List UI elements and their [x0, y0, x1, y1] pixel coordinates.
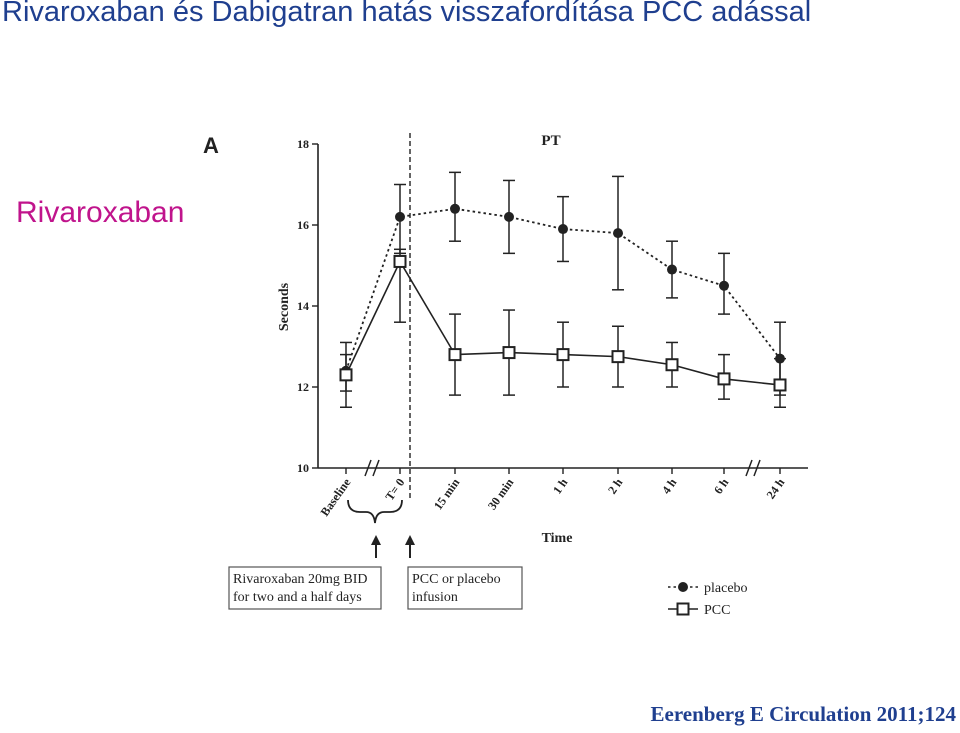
data-point-pcc — [448, 348, 462, 362]
series-line-placebo — [345, 207, 781, 372]
data-point-pcc — [717, 372, 731, 386]
y-tick-label: 18 — [297, 137, 309, 151]
legend-label-placebo: placebo — [704, 581, 748, 596]
data-point-placebo — [395, 211, 405, 222]
y-tick-label: 12 — [297, 380, 309, 394]
y-tick-label: 10 — [297, 461, 309, 475]
annotation-box-rivaroxaban-line2: for two and a half days — [233, 590, 362, 605]
annotation-box-pcc-line2: infusion — [412, 590, 458, 605]
data-point-pcc — [665, 358, 679, 372]
arrow-up-icon — [405, 535, 415, 558]
data-point-placebo — [667, 264, 677, 275]
data-point-pcc — [611, 350, 625, 364]
x-axis-title: Time — [542, 531, 573, 546]
data-point-placebo — [558, 224, 568, 235]
x-tick-label: T= 0 — [382, 476, 407, 504]
legend-label-pcc: PCC — [704, 603, 730, 618]
y-tick-label: 16 — [297, 218, 309, 232]
x-tick-label: 24 h — [764, 475, 788, 501]
data-point-placebo — [613, 228, 623, 239]
data-point-pcc — [502, 346, 516, 360]
x-tick-label: 15 min — [431, 475, 463, 512]
axis-break-mark — [745, 459, 753, 477]
data-point-placebo — [719, 280, 729, 291]
annotation-box-pcc — [407, 566, 523, 610]
side-label: Rivaroxaban — [16, 196, 185, 229]
data-point-pcc — [339, 368, 353, 382]
x-tick-label: 4 h — [659, 475, 680, 496]
legend-marker-placebo — [678, 582, 688, 592]
data-point-pcc — [393, 254, 407, 268]
y-axis-title: Seconds — [277, 282, 292, 331]
annotation-box-rivaroxaban — [228, 566, 382, 610]
citation: Eerenberg E Circulation 2011;124 — [650, 702, 956, 726]
arrow-up-icon — [371, 535, 381, 558]
dosing-brace — [347, 499, 403, 524]
chart-title: PT — [541, 133, 560, 149]
data-point-placebo — [504, 211, 514, 222]
data-point-placebo — [450, 203, 460, 214]
data-point-pcc — [773, 378, 787, 392]
slide-title: Rivaroxaban és Dabigatran hatás visszafo… — [2, 0, 812, 28]
x-tick-label: 1 h — [550, 475, 571, 496]
panel-label: A — [203, 133, 219, 158]
axis-break-mark — [364, 459, 372, 477]
x-tick-label: 6 h — [711, 475, 732, 496]
axis-break-mark — [372, 459, 380, 477]
y-tick-label: 14 — [297, 299, 309, 313]
x-tick-label: 30 min — [485, 475, 517, 512]
legend-marker-pcc — [676, 602, 690, 616]
annotation-box-rivaroxaban-line1: Rivaroxaban 20mg BID — [233, 572, 368, 587]
x-tick-label: Baseline — [318, 475, 354, 519]
data-point-pcc — [556, 348, 570, 362]
x-tick-label: 2 h — [605, 475, 626, 496]
annotation-box-pcc-line1: PCC or placebo — [412, 572, 501, 587]
axis-break-mark — [753, 459, 761, 477]
